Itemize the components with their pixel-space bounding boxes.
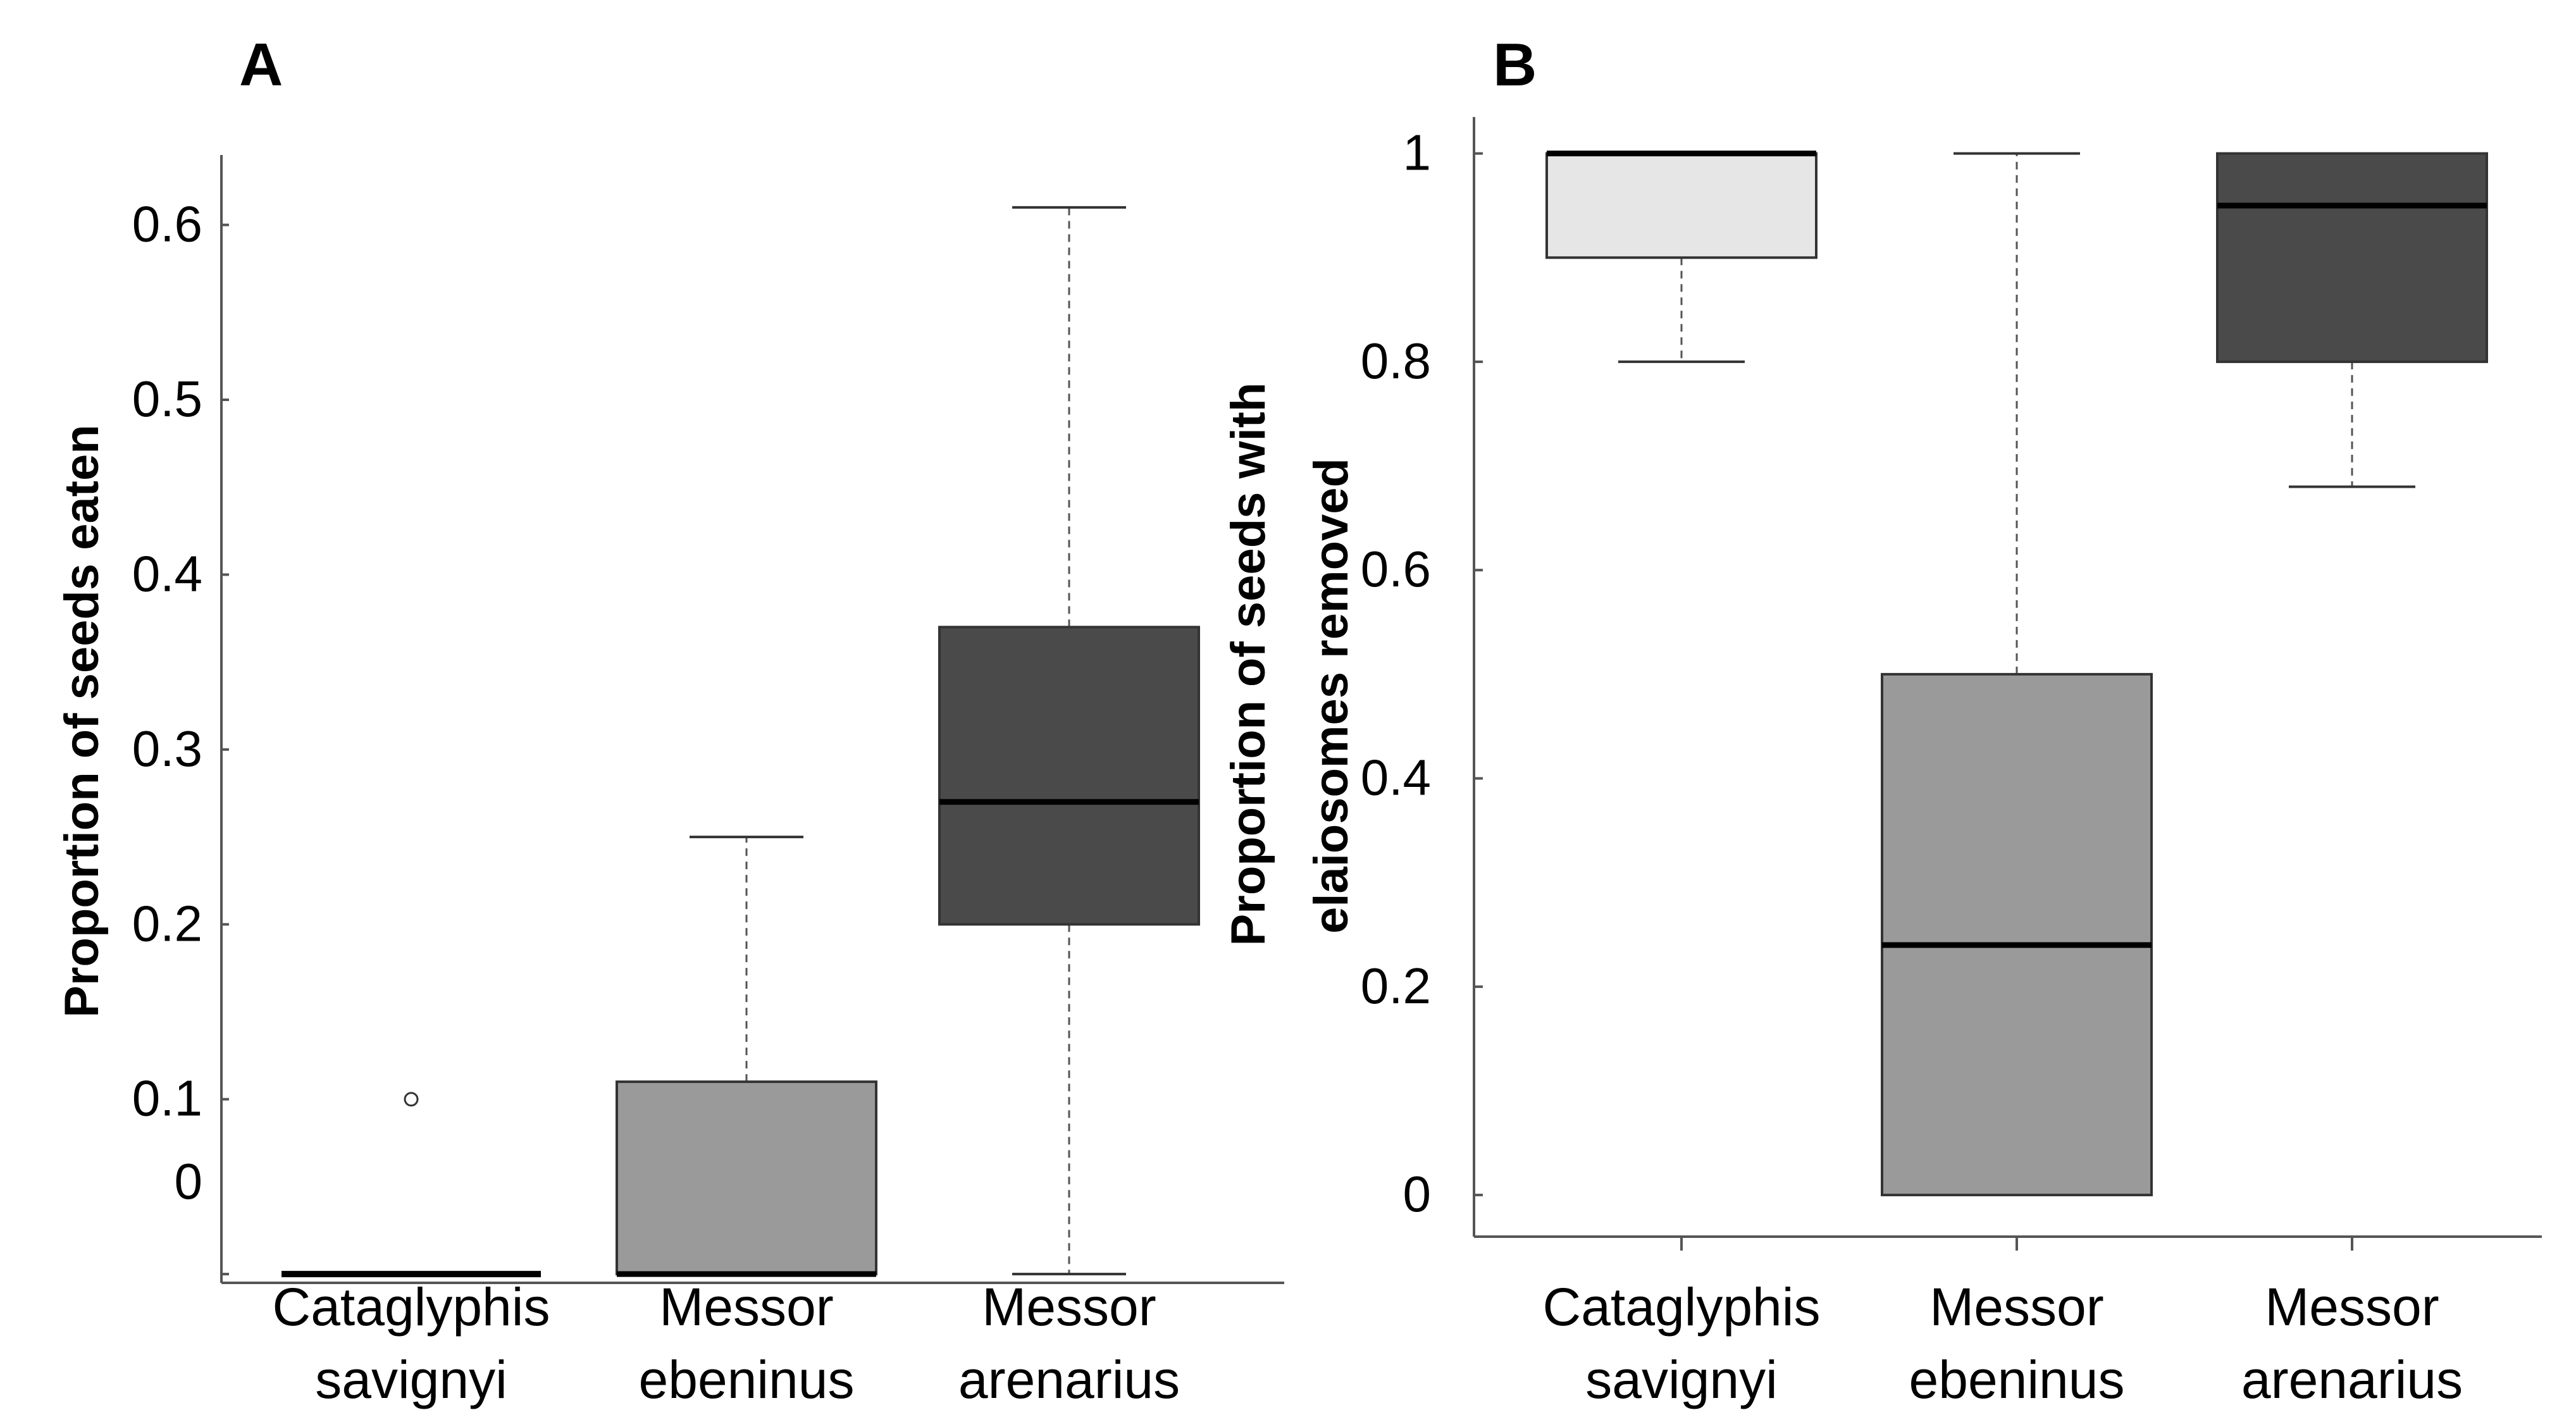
panel-a-y-axis-label: Proportion of seeds eaten bbox=[55, 424, 109, 1018]
panel-b-boxes bbox=[1545, 151, 2488, 1197]
y-tick-label: 0 bbox=[175, 1153, 203, 1209]
box bbox=[938, 626, 1200, 926]
panel-a-y-ticks: 0 0.1 0.2 0.3 0.4 0.5 0.6 bbox=[132, 196, 229, 1276]
y-tick-label: 0.2 bbox=[132, 895, 202, 951]
x-tick-label-line-2: arenarius bbox=[2241, 1350, 2463, 1409]
x-tick-label-line-2: ebeninus bbox=[1909, 1350, 2125, 1409]
y-tick-label: 0.6 bbox=[1361, 541, 1431, 597]
box-group bbox=[616, 836, 877, 1277]
y-tick-label: 0.6 bbox=[132, 196, 202, 252]
panel-a-axes bbox=[220, 155, 1284, 1284]
box-group bbox=[1881, 152, 2153, 1197]
y-tick-label: 0.4 bbox=[132, 545, 202, 602]
box bbox=[616, 1080, 877, 1276]
panel-a-letter: A bbox=[239, 31, 283, 99]
x-tick-label-line-1: Messor bbox=[2265, 1277, 2439, 1337]
outlier-point bbox=[404, 1092, 419, 1107]
x-tick-label-line-1: Cataglyphis bbox=[273, 1277, 550, 1337]
y-tick-label: 0.8 bbox=[1361, 333, 1431, 389]
panel-a: A Proportion of seeds eaten 0 0.1 0.2 0.3 0.… bbox=[55, 31, 1284, 1409]
x-tick-label-line-2: savignyi bbox=[1585, 1350, 1777, 1409]
x-tick-label-line-2: savignyi bbox=[315, 1350, 507, 1409]
y-tick-label: 0.3 bbox=[132, 720, 202, 777]
box-group bbox=[1545, 151, 1817, 363]
y-tick-label: 0 bbox=[1403, 1166, 1432, 1222]
x-tick-label-line-1: Cataglyphis bbox=[1543, 1277, 1821, 1337]
box-group bbox=[2216, 152, 2488, 488]
panel-a-boxes bbox=[282, 206, 1200, 1278]
y-tick-label: 0.4 bbox=[1361, 750, 1431, 806]
y-tick-label: 0.5 bbox=[132, 371, 202, 427]
x-tick-label-line-1: Messor bbox=[659, 1277, 833, 1337]
panel-b-y-ticks: 0 0.2 0.4 0.6 0.8 1 bbox=[1361, 125, 1483, 1222]
box bbox=[2216, 152, 2488, 363]
box-group bbox=[282, 1092, 541, 1278]
panel-b-axes bbox=[1473, 117, 2542, 1251]
panel-b-y-axis-label-line-2: elaiosomes removed bbox=[1304, 458, 1358, 934]
y-tick-label: 0.1 bbox=[132, 1070, 202, 1127]
panel-b: B Proportion of seeds with elaiosomes re… bbox=[1222, 31, 2542, 1409]
x-tick-label-line-2: ebeninus bbox=[639, 1350, 855, 1409]
y-tick-label: 0.2 bbox=[1361, 958, 1431, 1014]
box-group bbox=[938, 206, 1200, 1276]
panel-b-letter: B bbox=[1493, 31, 1537, 99]
box bbox=[1545, 152, 1817, 259]
x-tick-label-line-1: Messor bbox=[982, 1277, 1156, 1337]
y-tick-label: 1 bbox=[1403, 125, 1432, 181]
panel-b-x-tick-labels: Cataglyphis savignyi Messor ebeninus Messor a… bbox=[1543, 1277, 2463, 1409]
x-tick-label-line-1: Messor bbox=[1929, 1277, 2103, 1337]
panel-a-x-tick-labels: Cataglyphis savignyi Messor ebeninus Messor a… bbox=[273, 1277, 1180, 1409]
panel-b-y-axis-label-line-1: Proportion of seeds with bbox=[1222, 383, 1275, 946]
x-tick-label-line-2: arenarius bbox=[958, 1350, 1180, 1409]
box bbox=[1881, 672, 2153, 1197]
